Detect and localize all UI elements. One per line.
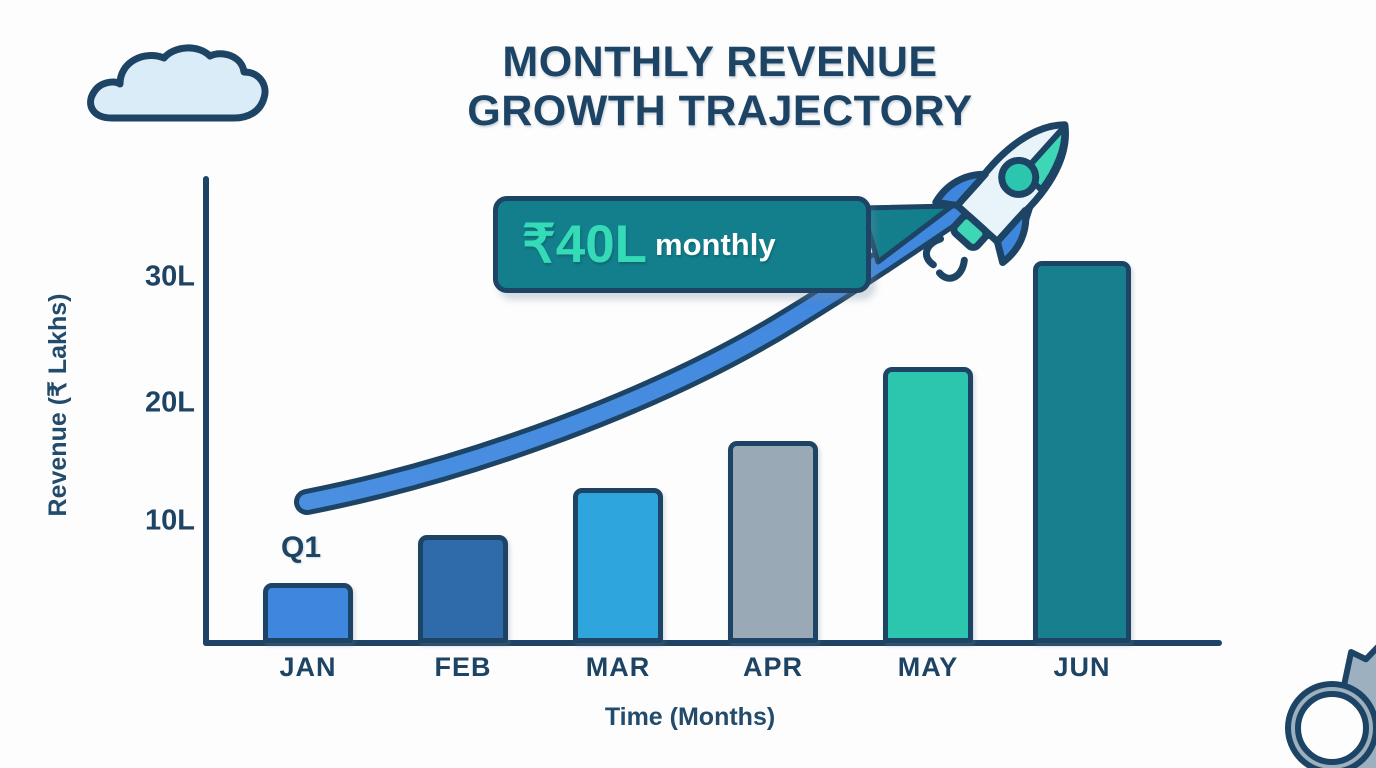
x-tick-feb: FEB	[434, 652, 492, 682]
title-line-2: GROWTH TRAJECTORY	[467, 86, 973, 135]
x-axis-title: Time (Months)	[604, 703, 776, 731]
y-axis-line	[203, 176, 209, 646]
y-tick-20l: 20L	[145, 386, 195, 419]
x-tick-jun: JUN	[1053, 652, 1111, 682]
bar-may	[883, 367, 973, 643]
bar-mar	[573, 488, 663, 643]
growth-callout: ₹40L monthly	[493, 196, 871, 293]
page-title: MONTHLY REVENUE GROWTH TRAJECTORY	[420, 38, 1020, 135]
y-tick-group: 30L 20L 10L	[120, 0, 195, 768]
y-axis-title: Revenue (₹ Lakhs)	[44, 293, 72, 517]
bar-jan	[263, 583, 353, 643]
bar-feb	[418, 535, 508, 643]
y-tick-30l: 30L	[145, 260, 195, 293]
x-tick-jan: JAN	[279, 652, 337, 682]
title-line-1: MONTHLY REVENUE	[502, 38, 938, 86]
x-tick-mar: MAR	[585, 652, 651, 682]
bar-jun	[1033, 261, 1131, 643]
callout-unit: monthly	[655, 226, 776, 262]
x-axis-line	[203, 640, 1222, 646]
callout-amount: ₹40L	[522, 215, 648, 274]
x-tick-may: MAY	[897, 652, 959, 682]
x-tick-apr: APR	[742, 652, 803, 682]
bar-apr	[728, 441, 818, 643]
q1-annotation: Q1	[281, 531, 322, 564]
y-tick-10l: 10L	[145, 504, 195, 537]
